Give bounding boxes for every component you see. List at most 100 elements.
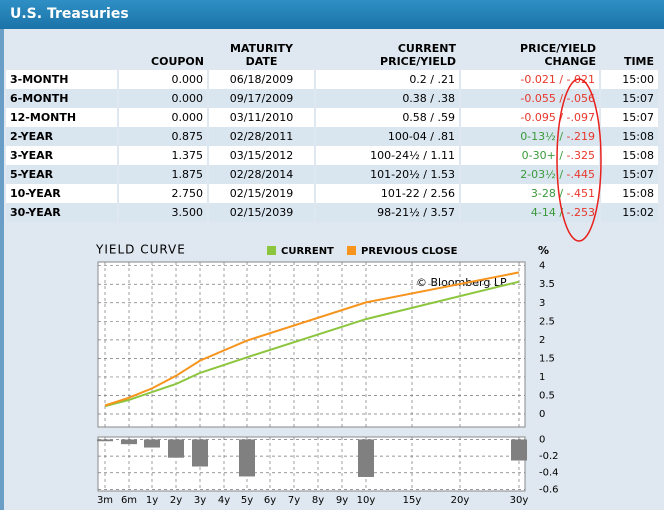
price-yield-change: -0.095-.097 [459, 108, 600, 127]
current-price-yield: 98-21½ / 3.57 [314, 203, 460, 222]
yield-change: -.445 [566, 168, 595, 181]
legend-swatch [347, 246, 356, 255]
x-tick-label: 2y [170, 495, 182, 506]
current-price-yield: 100-04 / .81 [314, 127, 460, 146]
x-tick-label: 3m [97, 495, 113, 506]
header-text: CURRENT [397, 42, 456, 55]
bar [358, 439, 374, 477]
price-change: 2-03½ [520, 168, 566, 181]
coupon: 1.875 [117, 165, 208, 184]
header-text: COUPON [151, 55, 204, 68]
x-tick-label: 9y [336, 495, 348, 506]
price-yield-change: -0.021-.021 [459, 70, 600, 89]
bar [144, 439, 160, 448]
y-axis-label: % [538, 244, 549, 257]
left-border [0, 29, 4, 510]
header-cell: COUPON [118, 36, 208, 70]
row-label: 30-YEAR [6, 203, 118, 222]
coupon: 1.375 [117, 146, 208, 165]
header-text: TIME [623, 55, 654, 68]
y-tick-label: 2 [539, 335, 545, 346]
price-change: 0-13½ [520, 130, 566, 143]
price-yield-change: 4-14-.253 [459, 203, 600, 222]
maturity: 02/15/2039 [207, 203, 315, 222]
y-tick-label: 3.5 [539, 279, 555, 290]
y-tick-label: 0 [539, 409, 545, 420]
x-tick-label: 15y [403, 495, 422, 506]
row-label: 3-MONTH [6, 70, 118, 89]
x-tick-label: 6y [264, 495, 276, 506]
plot-area [97, 436, 526, 492]
header-text: MATURITY [229, 42, 294, 55]
time: 15:07 [599, 89, 658, 108]
x-tick-label: 3y [194, 495, 206, 506]
yield-change: -.097 [566, 111, 595, 124]
row-label: 10-YEAR [6, 184, 118, 203]
table-row: 3-YEAR 1.375 03/15/2012 100-24½ / 1.11 0-30+… [6, 146, 658, 165]
maturity: 03/11/2010 [207, 108, 315, 127]
bar [121, 439, 137, 445]
header-cell: PRICE/YIELD CHANGE [460, 36, 600, 70]
time: 15:07 [599, 165, 658, 184]
x-tick-label: 7y [288, 495, 300, 506]
legend-label: PREVIOUS CLOSE [361, 246, 458, 257]
price-yield-change: 2-03½-.445 [459, 165, 600, 184]
row-label: 5-YEAR [6, 165, 118, 184]
header-cell: CURRENT PRICE/YIELD [315, 36, 460, 70]
x-tick-label: 10y [357, 495, 376, 506]
yield-change: -.325 [566, 149, 595, 162]
bar [239, 439, 255, 477]
legend-label: CURRENT [281, 246, 334, 257]
legend-swatch [267, 246, 276, 255]
header-text: PRICE/YIELD [520, 42, 596, 55]
price-change: -0.055 [520, 92, 566, 105]
x-tick-label: 8y [312, 495, 324, 506]
chart-title: YIELD CURVE [95, 243, 186, 257]
yield-change: -.219 [566, 130, 595, 143]
x-tick-label: 1y [146, 495, 158, 506]
header-cell [6, 36, 118, 70]
coupon: 0.875 [117, 127, 208, 146]
price-yield-change: 0-30+-.325 [459, 146, 600, 165]
maturity: 02/28/2011 [207, 127, 315, 146]
price-change: 0-30+ [522, 149, 567, 162]
time: 15:08 [599, 146, 658, 165]
coupon: 2.750 [117, 184, 208, 203]
price-change: -0.021 [520, 73, 566, 86]
yield-change: -.451 [566, 187, 595, 200]
bar [168, 439, 184, 458]
time: 15:00 [599, 70, 658, 89]
row-label: 12-MONTH [6, 108, 118, 127]
x-tick-label: 6m [121, 495, 137, 506]
header-text: DATE [245, 55, 278, 68]
line-series [104, 280, 520, 408]
current-price-yield: 100-24½ / 1.11 [314, 146, 460, 165]
current-price-yield: 101-22 / 2.56 [314, 184, 460, 203]
maturity: 03/15/2012 [207, 146, 315, 165]
maturity: 02/28/2014 [207, 165, 315, 184]
plot-area [97, 261, 526, 428]
y-tick-label: -0.2 [539, 451, 559, 462]
price-yield-change: -0.055-.056 [459, 89, 600, 108]
x-tick-label: 20y [451, 495, 470, 506]
current-price-yield: 0.38 / .38 [314, 89, 460, 108]
row-label: 3-YEAR [6, 146, 118, 165]
time: 15:08 [599, 127, 658, 146]
maturity: 02/15/2019 [207, 184, 315, 203]
table-row: 5-YEAR 1.875 02/28/2014 101-20½ / 1.53 2-03½… [6, 165, 658, 184]
yield-change: -.021 [566, 73, 595, 86]
coupon: 0.000 [117, 108, 208, 127]
yield-change: -.056 [566, 92, 595, 105]
header-text: CHANGE [544, 55, 596, 68]
header-text: PRICE/YIELD [380, 55, 456, 68]
time: 15:02 [599, 203, 658, 222]
y-tick-label: 3 [539, 298, 545, 309]
bar [192, 439, 208, 467]
